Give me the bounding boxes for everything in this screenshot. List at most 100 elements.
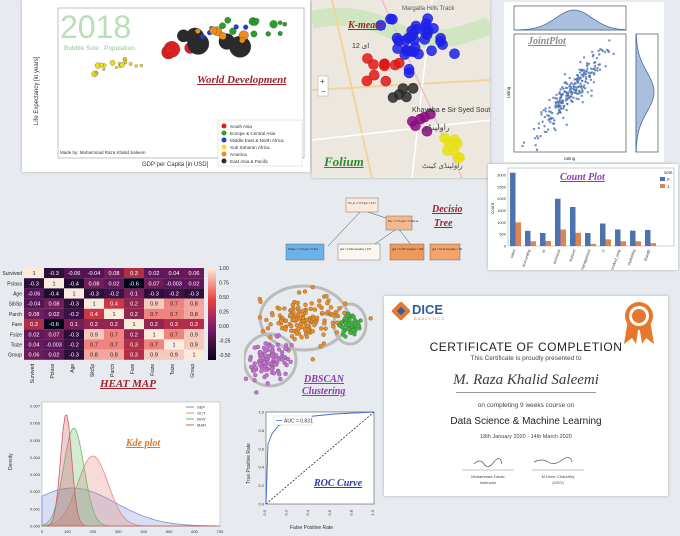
countplot-bar bbox=[560, 229, 566, 246]
svg-text:1: 1 bbox=[667, 184, 670, 189]
jointplot-point bbox=[567, 95, 570, 98]
dbscan-point bbox=[254, 390, 259, 395]
dbscan-point bbox=[247, 357, 253, 362]
dbscan-point bbox=[355, 324, 361, 329]
kmeans-point bbox=[403, 67, 415, 79]
heatmap-cell bbox=[64, 349, 84, 360]
countplot-ytick: 500 bbox=[499, 232, 506, 237]
heatmap-cell bbox=[124, 339, 144, 350]
jointplot-point bbox=[552, 96, 555, 99]
heatmap-scale-labels: 1.00 0.75 0.50 0.25 0.00 -0.25 -0.50 bbox=[219, 266, 231, 359]
heatmap-cell-value: 0.4 bbox=[110, 302, 118, 308]
heatmap-cell bbox=[164, 288, 184, 299]
countplot-ytick: 2500 bbox=[497, 184, 507, 189]
heatmap-cell-value: 0.7 bbox=[110, 343, 118, 349]
heatmap-cell-value: -0.003 bbox=[46, 343, 62, 349]
heatmap-cell-value: 0.9 bbox=[150, 353, 158, 359]
jointplot-point bbox=[521, 144, 524, 148]
world-legend-box bbox=[217, 119, 303, 167]
jointplot-point bbox=[560, 86, 564, 89]
jointplot-point bbox=[580, 88, 584, 91]
dbscan-point bbox=[324, 293, 329, 299]
world-legend-marker bbox=[221, 123, 227, 129]
heatmap-col-label: Fare bbox=[130, 364, 136, 375]
dbscan-points bbox=[244, 285, 373, 395]
heatmap-cell bbox=[164, 268, 184, 279]
heatmap-cell-value: 0.2 bbox=[150, 322, 158, 328]
heatmap-cell-value: 1 bbox=[112, 312, 115, 318]
countplot-xtick: management bbox=[580, 248, 592, 270]
signer1-role: Instructor bbox=[479, 480, 497, 485]
heatmap-cell-value: 0.02 bbox=[109, 281, 120, 287]
jointplot-point bbox=[574, 89, 578, 93]
heatmap-cell-value: 0.7 bbox=[150, 343, 158, 349]
jointplot-point bbox=[569, 99, 573, 102]
kmeans-point bbox=[425, 108, 436, 120]
jointplot-point bbox=[598, 53, 601, 56]
world-bubble bbox=[219, 22, 226, 30]
countplot-bar bbox=[570, 207, 576, 246]
dbscan-point bbox=[303, 310, 308, 316]
dbscan-point bbox=[252, 378, 257, 383]
jointplot-point bbox=[557, 105, 560, 109]
dbscan-point bbox=[257, 361, 262, 366]
kde-xtick: 200 bbox=[90, 529, 97, 534]
heatmap-cell-value: 0.02 bbox=[49, 353, 60, 359]
jointplot-point bbox=[569, 95, 572, 98]
jointplot-point bbox=[577, 89, 581, 93]
kmeans-point bbox=[435, 32, 446, 44]
heatmap-cell bbox=[124, 268, 144, 279]
jointplot-point bbox=[576, 92, 580, 96]
kmeans-point bbox=[399, 49, 411, 60]
heatmap-cell-value: 0.04 bbox=[169, 271, 180, 277]
world-bubble bbox=[139, 63, 143, 68]
kde-xtick: 300 bbox=[115, 529, 122, 534]
kmeans-title: K-means bbox=[348, 20, 385, 31]
heatmap-panel: 1 -0.3 -0.06 -0.04 0.08 0.3 0.02 0.04 0.06 -0.3 1 -… bbox=[0, 264, 240, 394]
roc-xtick: 0.2 bbox=[284, 509, 289, 515]
jointplot-point bbox=[569, 89, 572, 92]
tree-title-2: Tree bbox=[434, 218, 453, 229]
countplot-bar bbox=[575, 232, 581, 246]
heatmap-cell bbox=[144, 288, 164, 299]
kmeans-point bbox=[375, 20, 387, 31]
kde-curve bbox=[41, 414, 220, 527]
jointplot-point bbox=[568, 76, 571, 80]
heatmap-cell bbox=[44, 268, 64, 279]
heatmap-chart: 1 -0.3 -0.06 -0.04 0.08 0.3 0.02 0.04 0.06 -0.3 1 -… bbox=[3, 266, 231, 383]
heatmap-cell-value: 0.02 bbox=[49, 312, 60, 318]
certificate-course: Data Science & Machine Learning bbox=[450, 416, 602, 427]
svg-text:−: − bbox=[321, 87, 326, 96]
jointplot-point bbox=[584, 76, 588, 79]
jointplot-point bbox=[593, 71, 596, 75]
heatmap-col-label: Age bbox=[70, 364, 76, 373]
jointplot-point bbox=[542, 108, 545, 112]
jointplot-point bbox=[584, 80, 587, 83]
jointplot-point bbox=[589, 71, 592, 75]
jointplot-point bbox=[592, 67, 595, 71]
heatmap-cell bbox=[84, 329, 104, 340]
heatmap-cell-value: 0.06 bbox=[29, 353, 40, 359]
dbscan-point bbox=[322, 321, 327, 326]
jointplot-point bbox=[540, 113, 543, 116]
dbscan-point bbox=[283, 327, 288, 332]
countplot-ytick: 2000 bbox=[497, 196, 507, 201]
heatmap-cell bbox=[24, 349, 44, 360]
jointplot-point bbox=[589, 78, 593, 82]
world-bubble bbox=[128, 62, 133, 66]
dbscan-point bbox=[296, 312, 301, 317]
world-bubble bbox=[199, 33, 206, 40]
jointplot-point bbox=[573, 91, 576, 94]
heatmap-cell-value: 0.2 bbox=[130, 302, 138, 308]
kmeans-point bbox=[379, 60, 390, 72]
kde-xtick: 500 bbox=[166, 529, 173, 534]
countplot-xtick: marketing bbox=[627, 249, 636, 266]
jointplot-point bbox=[558, 111, 562, 114]
dbscan-point bbox=[268, 335, 273, 340]
jointplot-point bbox=[554, 128, 557, 132]
heatmap-row-label: Age bbox=[13, 292, 22, 298]
roc-ytick: 0.2 bbox=[258, 483, 264, 488]
heatmap-cell-value: 0.02 bbox=[149, 271, 160, 277]
countplot-bar bbox=[600, 223, 606, 246]
heatmap-cell bbox=[124, 278, 144, 289]
